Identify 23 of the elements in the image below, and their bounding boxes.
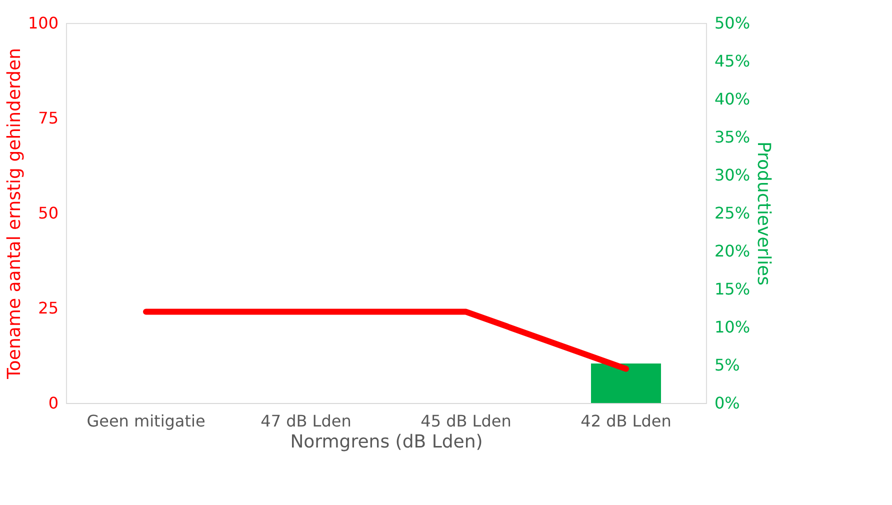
- y2-tick-label: 45%: [714, 52, 750, 70]
- x-tick-label: 45 dB Lden: [420, 412, 512, 430]
- y-tick-label: 0: [48, 394, 58, 412]
- y2-tick-label: 10%: [714, 318, 750, 336]
- y2-tick-label: 20%: [714, 242, 750, 260]
- y2-tick-label: 0%: [714, 394, 740, 412]
- y-axis-title: Toename aantal ernstig gehinderden: [4, 48, 25, 380]
- y2-tick-label: 35%: [714, 128, 750, 146]
- y2-tick-label: 30%: [714, 166, 750, 184]
- x-tick-label: 42 dB Lden: [580, 412, 672, 430]
- x-axis-title: Normgrens (dB Lden): [290, 432, 483, 452]
- y2-tick-label: 40%: [714, 90, 750, 108]
- y2-axis-title: Productieverlies: [753, 142, 774, 286]
- x-tick-label: 47 dB Lden: [260, 412, 352, 430]
- y-tick-label: 50: [38, 204, 58, 222]
- y2-tick-label: 25%: [714, 204, 750, 222]
- x-tick-label: Geen mitigatie: [86, 412, 206, 430]
- y2-tick-label: 50%: [714, 14, 750, 32]
- y2-tick-label: 5%: [714, 356, 740, 374]
- y-tick-label: 100: [28, 14, 58, 32]
- y-tick-label: 25: [38, 298, 58, 318]
- y2-tick-label: 15%: [714, 280, 750, 298]
- y-tick-label: 75: [38, 108, 58, 128]
